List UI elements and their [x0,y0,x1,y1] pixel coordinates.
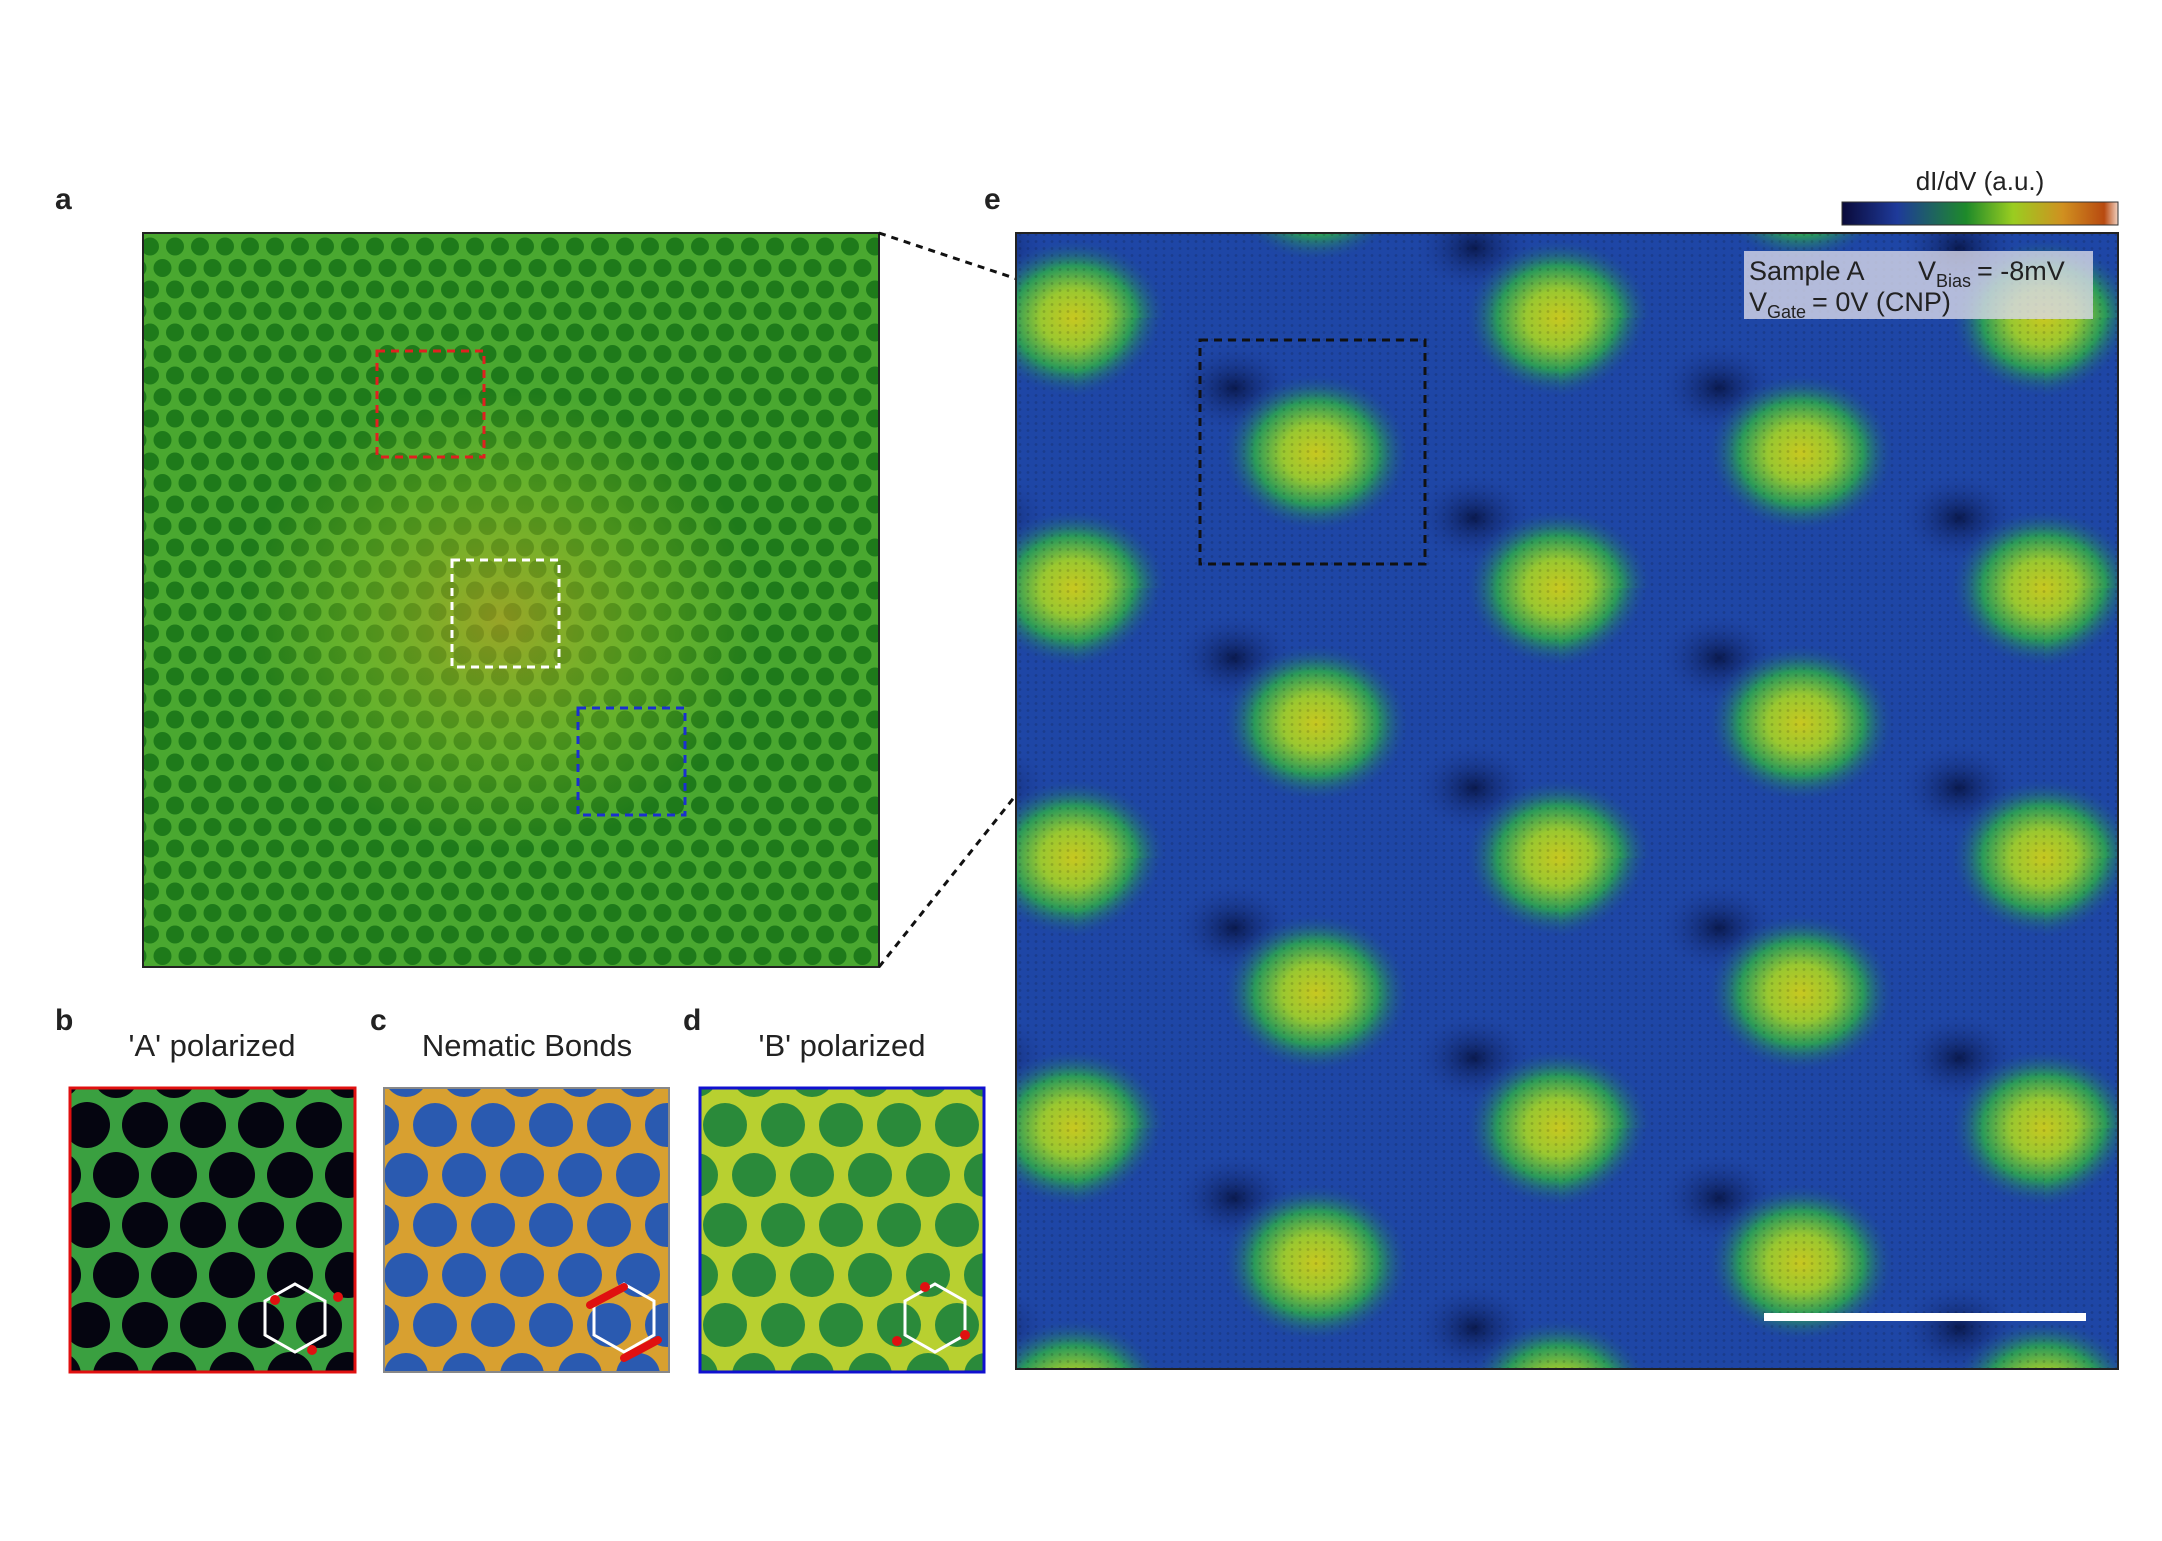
colorbar [1841,201,2119,226]
bias-value: = -8mV [1977,256,2065,286]
gate-subscript: Gate [1767,302,1806,322]
gate-symbol: V [1749,287,1767,317]
annotation: VGate = 0V (CNP) [1749,287,1951,322]
panel-label: b [55,1004,73,1037]
panel-label: e [984,183,1001,216]
nematic-bonds [586,1283,662,1362]
zoom-panel [698,1086,986,1374]
panel-label: c [370,1004,387,1037]
annotation-box [1744,251,2093,319]
panel-title: Nematic Bonds [422,1028,632,1063]
frame [1015,232,2119,1370]
hot-region [240,390,760,850]
frame [142,232,880,968]
colorbar-label: dI/dV (a.u.) [1916,166,2045,196]
panel-title: 'B' polarized [759,1028,926,1063]
bias-symbol: V [1918,256,1936,286]
sample: Sample A [1749,256,1865,286]
roi-box [450,558,561,669]
panel-title: 'A' polarized [129,1028,296,1063]
bias-subscript: Bias [1936,271,1971,291]
annotation: Sample A VBias = -8mV [1749,256,2065,291]
site-dots [270,1282,970,1355]
panel-label: a [55,183,72,216]
zoom-panel [383,1087,670,1373]
gate-value: = 0V (CNP) [1812,287,1951,317]
roi-box [375,349,486,459]
atomic-lattice [1016,233,2118,1369]
zoom-box [1198,338,1427,566]
zoom-panel [68,1086,357,1374]
roi-box [576,706,687,817]
panel-label: d [683,1004,701,1037]
